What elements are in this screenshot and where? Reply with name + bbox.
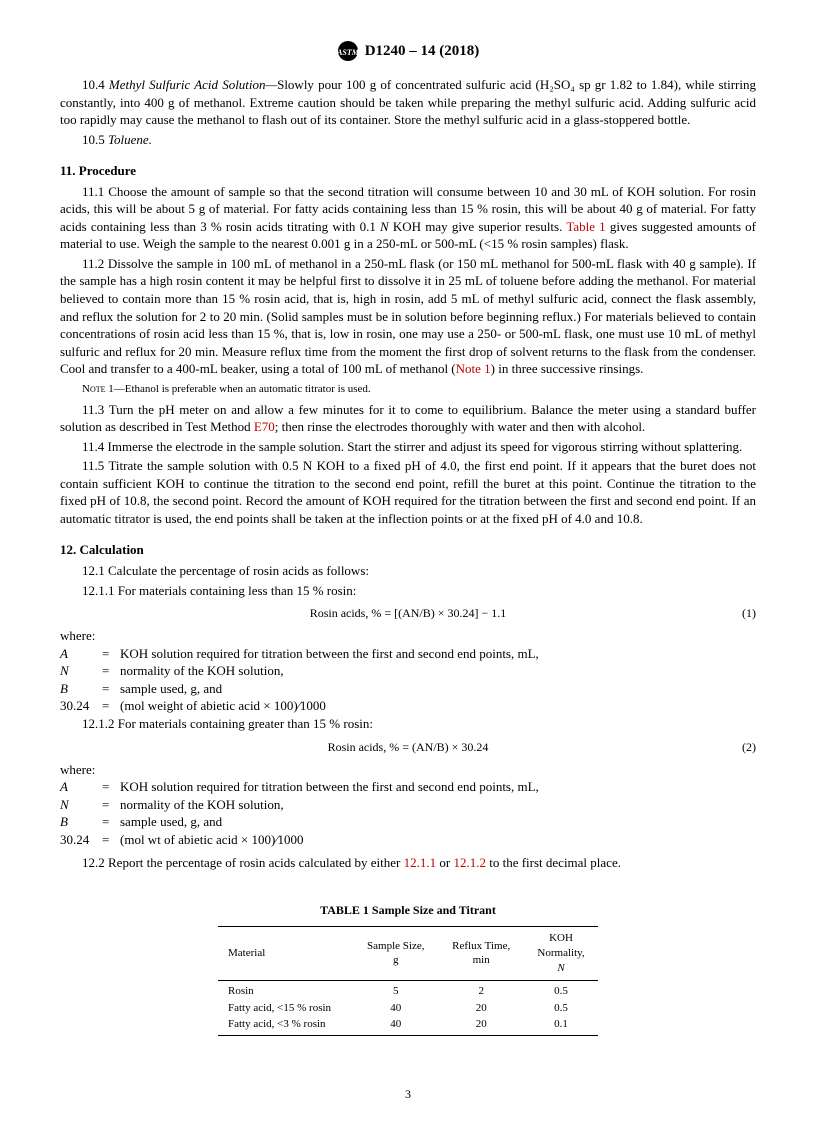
section-12-head: 12. Calculation	[60, 541, 756, 559]
def-row: N=normality of the KOH solution,	[60, 662, 543, 680]
designation: D1240 – 14 (2018)	[365, 43, 480, 59]
def-row: 30.24=(mol wt of abietic acid × 100)⁄100…	[60, 831, 543, 849]
table-row: Fatty acid, <3 % rosin40200.1	[218, 1016, 598, 1035]
para-12-1: 12.1 Calculate the percentage of rosin a…	[60, 562, 756, 580]
col-koh: KOHNormality,N	[524, 927, 598, 981]
def-row: B=sample used, g, and	[60, 813, 543, 831]
table-1-title: TABLE 1 Sample Size and Titrant	[60, 902, 756, 918]
para-11-1: 11.1 Choose the amount of sample so that…	[60, 183, 756, 253]
link-e70[interactable]: E70	[254, 419, 275, 434]
link-note-1[interactable]: Note 1	[456, 361, 491, 376]
col-material: Material	[218, 927, 353, 981]
where-2: where:	[60, 761, 756, 779]
def-row: B=sample used, g, and	[60, 680, 543, 698]
note-1: Note 1—Ethanol is preferable when an aut…	[60, 382, 756, 397]
col-reflux-time: Reflux Time,min	[438, 927, 524, 981]
doc-header: ASTM D1240 – 14 (2018)	[60, 40, 756, 62]
def-row: 30.24=(mol weight of abietic acid × 100)…	[60, 697, 543, 715]
para-12-1-2: 12.1.2 For materials containing greater …	[60, 715, 756, 733]
link-12-1-2[interactable]: 12.1.2	[453, 855, 486, 870]
para-11-5: 11.5 Titrate the sample solution with 0.…	[60, 457, 756, 527]
para-11-3: 11.3 Turn the pH meter on and allow a fe…	[60, 401, 756, 436]
table-header-row: Material Sample Size,g Reflux Time,min K…	[218, 927, 598, 981]
col-sample-size: Sample Size,g	[353, 927, 438, 981]
para-10-5: 10.5 Toluene.	[60, 131, 756, 149]
para-11-2: 11.2 Dissolve the sample in 100 mL of me…	[60, 255, 756, 378]
section-11-head: 11. Procedure	[60, 162, 756, 180]
where-1: where:	[60, 627, 756, 645]
def-row: A=KOH solution required for titration be…	[60, 778, 543, 796]
link-table-1[interactable]: Table 1	[566, 219, 605, 234]
astm-logo-icon: ASTM	[337, 40, 359, 62]
def-row: A=KOH solution required for titration be…	[60, 645, 543, 663]
svg-text:ASTM: ASTM	[337, 48, 359, 57]
table-row: Fatty acid, <15 % rosin40200.5	[218, 1000, 598, 1017]
def-table-2: A=KOH solution required for titration be…	[60, 778, 543, 848]
table-row: Rosin520.5	[218, 980, 598, 999]
page-number: 3	[60, 1086, 756, 1102]
para-11-4: 11.4 Immerse the electrode in the sample…	[60, 438, 756, 456]
para-10-4: 10.4 Methyl Sulfuric Acid Solution—Slowl…	[60, 76, 756, 129]
equation-1: Rosin acids, % = [(AN/B) × 30.24] − 1.1 …	[60, 605, 756, 621]
table-1: Material Sample Size,g Reflux Time,min K…	[218, 926, 598, 1036]
def-table-1: A=KOH solution required for titration be…	[60, 645, 543, 715]
link-12-1-1[interactable]: 12.1.1	[404, 855, 437, 870]
para-12-1-1: 12.1.1 For materials containing less tha…	[60, 582, 756, 600]
def-row: N=normality of the KOH solution,	[60, 796, 543, 814]
para-12-2: 12.2 Report the percentage of rosin acid…	[60, 854, 756, 872]
equation-2: Rosin acids, % = (AN/B) × 30.24 (2)	[60, 739, 756, 755]
